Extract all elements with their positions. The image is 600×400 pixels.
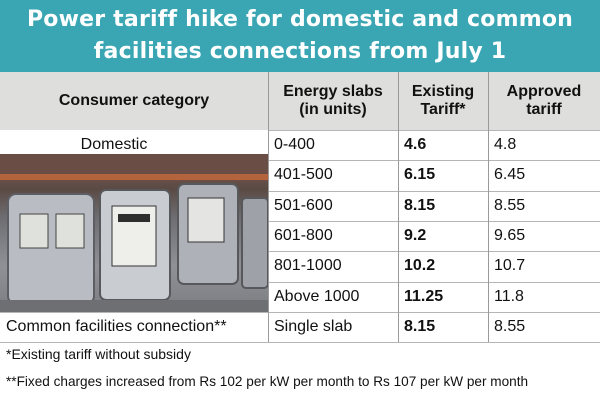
- header-energy-slabs-text: Energy slabs (in units): [283, 83, 383, 118]
- tariff-table: Consumer category Energy slabs (in units) E…: [0, 72, 600, 344]
- row-divider: [268, 130, 600, 131]
- column-divider: [488, 72, 489, 343]
- slab-cell: Single slab: [274, 317, 353, 335]
- header-energy-slabs: Energy slabs (in units): [268, 72, 398, 130]
- footnote-fixed-charges: **Fixed charges increased from Rs 102 pe…: [6, 374, 529, 389]
- approved-tariff-cell: 10.7: [494, 257, 526, 275]
- category-cell: Common facilities connection**: [0, 311, 268, 343]
- approved-tariff-cell: 9.65: [494, 227, 526, 245]
- slab-cell: Above 1000: [274, 287, 360, 305]
- header-existing-tariff: Existing Tariff*: [398, 72, 488, 130]
- existing-tariff-cell: 6.15: [404, 166, 436, 184]
- header-existing-tariff-text: Existing Tariff*: [411, 83, 475, 118]
- meters-illustration: [0, 154, 268, 314]
- approved-tariff-cell: 11.8: [494, 287, 524, 305]
- header-consumer-category: Consumer category: [0, 72, 268, 130]
- slab-cell: 801-1000: [274, 257, 342, 275]
- existing-tariff-cell: 8.15: [404, 196, 436, 214]
- title-line-2: facilities connections from July 1: [93, 39, 507, 64]
- slab-cell: 0-400: [274, 136, 315, 154]
- existing-tariff-cell: 8.15: [404, 317, 436, 335]
- category-cell: Domestic: [80, 136, 148, 154]
- approved-tariff-cell: 8.55: [494, 317, 526, 335]
- title-banner: Power tariff hike for domestic and commo…: [0, 0, 600, 72]
- column-divider: [398, 72, 399, 343]
- existing-tariff-cell: 9.2: [404, 227, 427, 245]
- table-bottom-divider: [0, 342, 600, 344]
- slab-cell: 401-500: [274, 166, 333, 184]
- header-approved-tariff: Approved tariff: [488, 72, 600, 130]
- header-approved-tariff-text: Approved tariff: [506, 83, 582, 118]
- row-divider: [268, 160, 600, 162]
- slab-cell: 501-600: [274, 196, 333, 214]
- footnote-subsidy: *Existing tariff without subsidy: [6, 346, 191, 362]
- existing-tariff-cell: 4.6: [404, 136, 427, 154]
- existing-tariff-cell: 11.25: [404, 287, 444, 305]
- row-divider: [0, 311, 600, 313]
- approved-tariff-cell: 8.55: [494, 196, 526, 214]
- existing-tariff-cell: 10.2: [404, 257, 436, 275]
- row-divider: [268, 190, 600, 192]
- approved-tariff-cell: 6.45: [494, 166, 526, 184]
- approved-tariff-cell: 4.8: [494, 136, 517, 154]
- column-divider: [268, 72, 269, 343]
- row-divider: [268, 251, 600, 253]
- header-consumer-category-text: Consumer category: [58, 92, 210, 109]
- electricity-meters-photo: [0, 154, 268, 314]
- slab-cell: 601-800: [274, 227, 333, 245]
- row-divider: [268, 281, 600, 283]
- title-line-1: Power tariff hike for domestic and commo…: [26, 7, 574, 32]
- row-divider: [268, 220, 600, 222]
